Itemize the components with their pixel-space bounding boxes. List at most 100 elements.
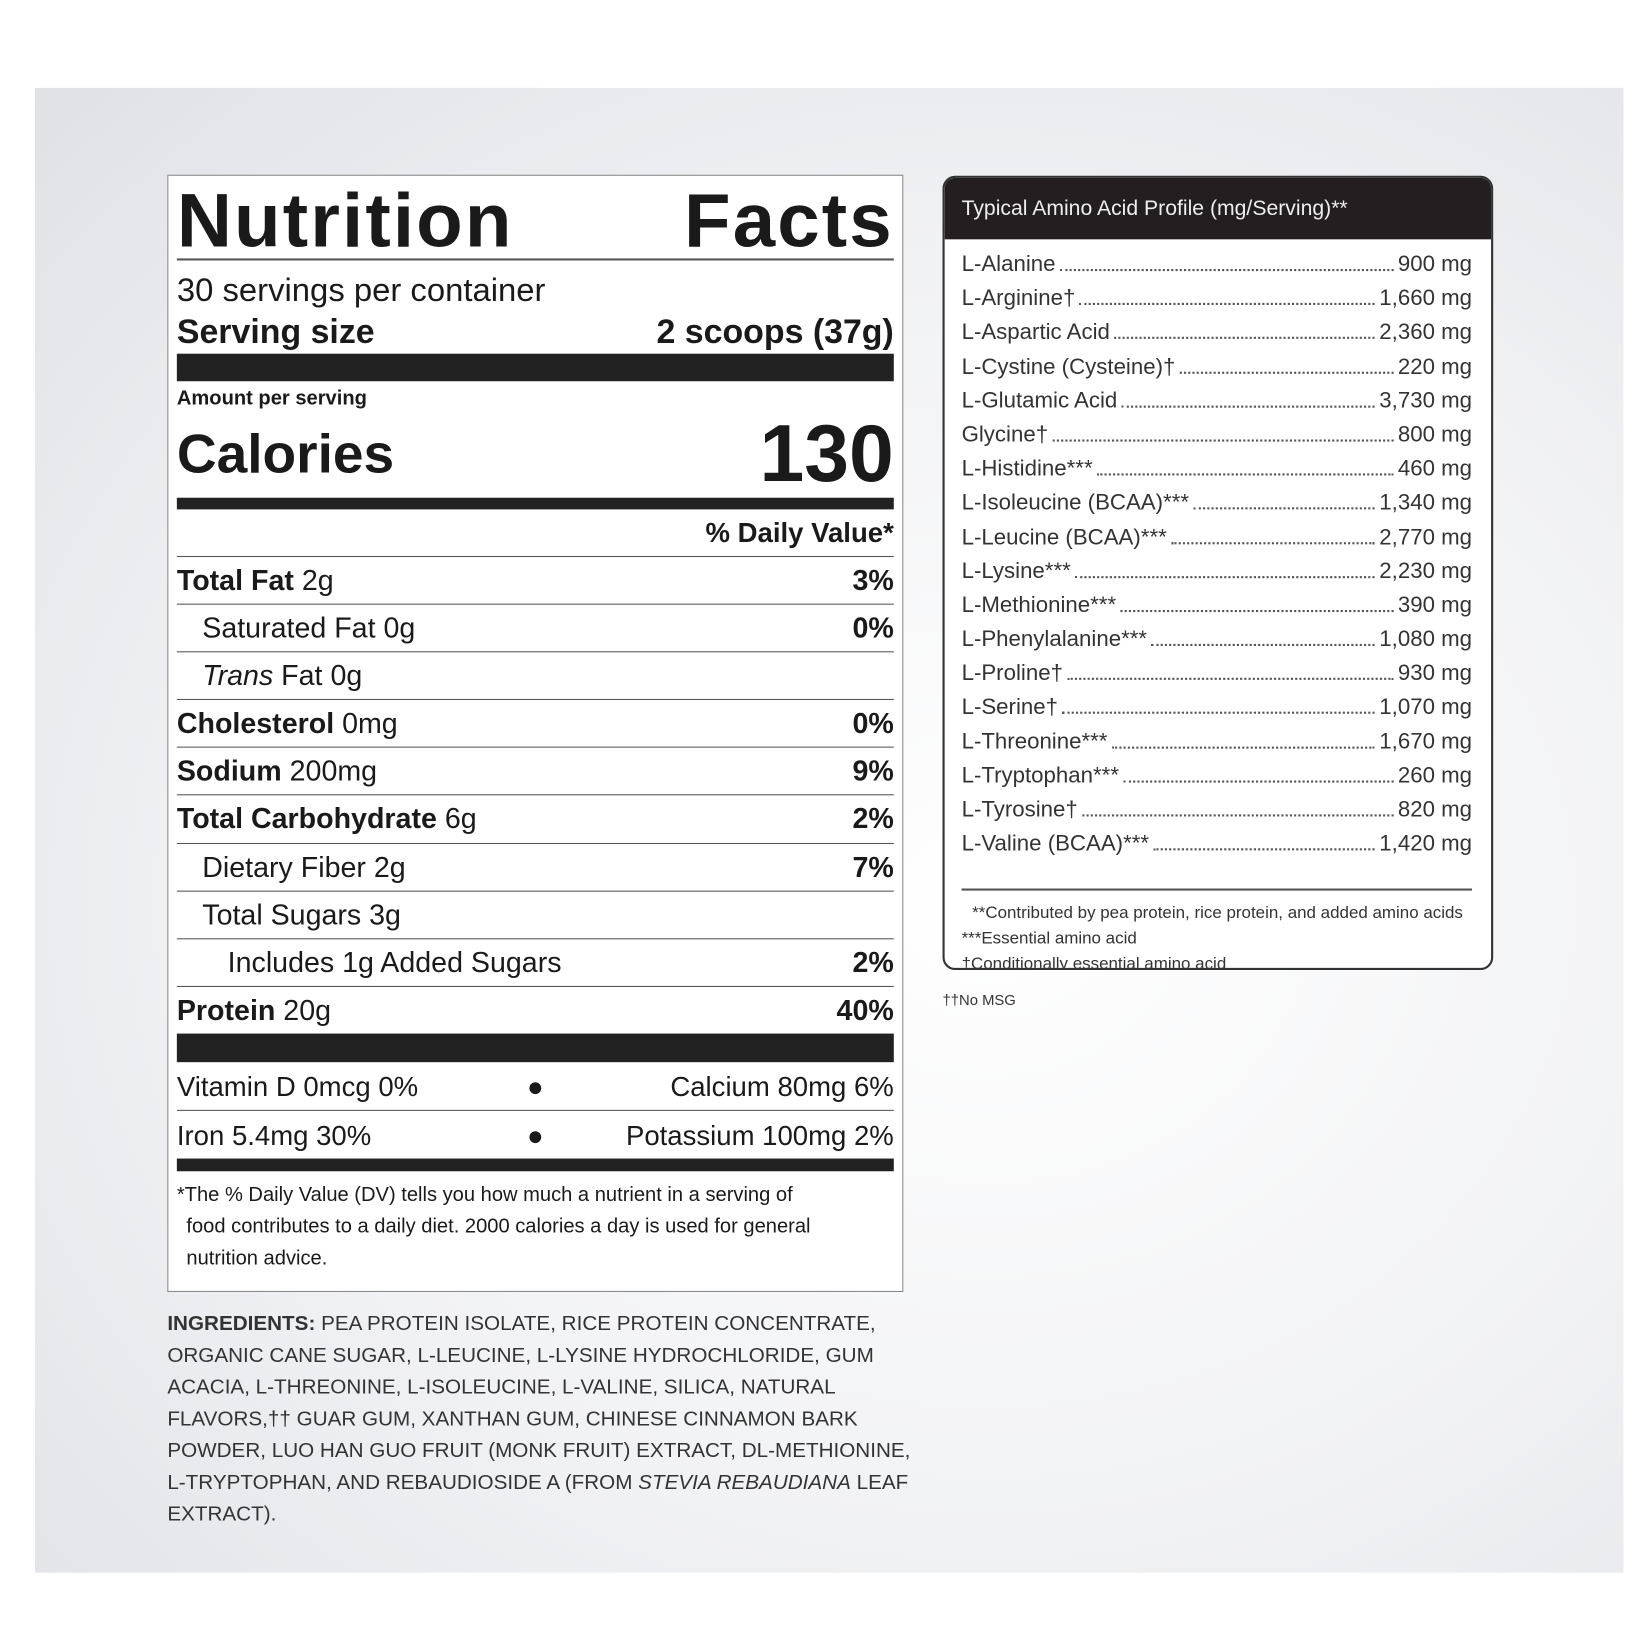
thick-divider	[176, 353, 894, 381]
amino-acid-value: 1,420 mg	[1379, 831, 1473, 856]
nutrient-name: Includes 1g Added Sugars	[227, 946, 562, 979]
nutrient-name: Total Carbohydrate 6g	[176, 803, 477, 835]
nutrient-row: Sodium 200mg 9%	[176, 746, 894, 795]
amino-acid-row: L-Leucine (BCAA)*** 2,770 mg	[962, 525, 1472, 559]
servings-per-container: 30 servings per container	[176, 270, 546, 308]
dot-leader	[1120, 609, 1394, 612]
amino-acid-name: L-Valine (BCAA)***	[961, 831, 1150, 856]
divider	[176, 258, 894, 260]
amino-acid-name: L-Histidine***	[961, 456, 1093, 481]
nutrient-dv: 0%	[852, 707, 894, 740]
amino-acid-name: L-Glutamic Acid	[961, 388, 1118, 413]
amino-acid-row: L-Methionine*** 390 mg	[962, 593, 1472, 627]
amino-acid-row: L-Phenylalanine*** 1,080 mg	[962, 627, 1472, 661]
amino-acid-row: L-Tyrosine† 820 mg	[962, 797, 1472, 831]
amino-acid-name: L-Alanine	[961, 252, 1056, 277]
amino-acid-value: 460 mg	[1397, 456, 1473, 481]
calories-value: 130	[759, 408, 894, 499]
serving-size-value: 2 scoops (37g)	[656, 311, 894, 350]
amino-acid-value: 930 mg	[1397, 661, 1473, 686]
nutrient-name: Total Fat 2g	[176, 563, 334, 596]
dot-leader	[1123, 780, 1394, 783]
ingredients: INGREDIENTS: PEA PROTEIN ISOLATE, RICE P…	[167, 1308, 929, 1530]
nutrient-dv: 3%	[852, 563, 894, 596]
amino-acid-name: L-Isoleucine (BCAA)***	[961, 490, 1190, 516]
nutrition-facts-title: Nutrition Facts	[177, 178, 894, 264]
dot-leader	[1059, 268, 1394, 272]
amino-note: ***Essential amino acid	[961, 929, 1137, 948]
dot-leader	[1171, 541, 1376, 544]
dot-leader	[1111, 746, 1376, 749]
amino-acid-name: L-Leucine (BCAA)***	[961, 524, 1167, 550]
amino-acid-value: 1,660 mg	[1379, 286, 1473, 311]
amino-acid-row: L-Histidine*** 460 mg	[962, 457, 1472, 491]
footnote-line: *The % Daily Value (DV) tells you how mu…	[176, 1184, 793, 1207]
nutrient-dv: 7%	[852, 851, 894, 883]
nutrition-facts-label: Nutrition Facts 30 servings per containe…	[167, 174, 904, 1292]
amino-acid-list: L-Alanine 900 mg L-Arginine† 1,660 mg L-Aspa…	[945, 239, 1491, 865]
amino-acid-name: L-Tyrosine†	[961, 797, 1078, 822]
amino-acid-value: 1,670 mg	[1379, 729, 1473, 754]
calories-label: Calories	[176, 423, 395, 485]
vitamin-right: Calcium 80mg 6%	[670, 1071, 894, 1103]
amino-acid-value: 2,770 mg	[1379, 524, 1473, 550]
amino-acid-row: L-Aspartic Acid 2,360 mg	[962, 320, 1472, 354]
nutrient-dv: 40%	[836, 994, 894, 1027]
amino-note: **Contributed by pea protein, rice prote…	[972, 904, 1463, 923]
amino-acid-value: 1,340 mg	[1379, 490, 1473, 516]
amino-acid-value: 2,230 mg	[1379, 558, 1473, 584]
dot-leader	[1062, 712, 1376, 715]
amino-acid-name: L-Phenylalanine***	[961, 626, 1148, 652]
vitamin-left: Vitamin D 0mcg 0%	[176, 1071, 419, 1103]
dot-leader	[1067, 678, 1394, 681]
vitamin-left: Iron 5.4mg 30%	[176, 1119, 372, 1152]
nutrient-row: Trans Fat 0g	[176, 651, 894, 699]
vitamin-row: Iron 5.4mg 30% ● Potassium 100mg 2%	[176, 1110, 894, 1159]
nutrient-name: Trans Fat 0g	[202, 659, 363, 692]
medium-divider	[176, 1158, 894, 1172]
nutrient-name: Total Sugars 3g	[202, 898, 401, 931]
amino-acid-row: Glycine† 800 mg	[962, 422, 1472, 456]
nutrient-name: Protein 20g	[176, 994, 332, 1027]
amino-acid-row: L-Lysine*** 2,230 mg	[962, 559, 1472, 593]
amino-acid-row: L-Glutamic Acid 3,730 mg	[962, 388, 1472, 422]
amino-acid-name: L-Threonine***	[961, 729, 1108, 754]
nutrient-dv: 9%	[852, 755, 894, 788]
dot-leader	[1082, 814, 1394, 817]
amino-acid-value: 900 mg	[1397, 252, 1473, 277]
amino-acid-row: L-Valine (BCAA)*** 1,420 mg	[962, 832, 1472, 866]
vitamin-row: Vitamin D 0mcg 0% ● Calcium 80mg 6%	[177, 1063, 894, 1111]
dot-leader	[1153, 848, 1376, 851]
amino-acid-value: 3,730 mg	[1379, 388, 1473, 413]
nutrient-dv: 2%	[852, 803, 894, 835]
amino-acid-panel: Typical Amino Acid Profile (mg/Serving)*…	[942, 175, 1494, 971]
amino-acid-value: 1,080 mg	[1379, 626, 1473, 652]
vitamin-right: Potassium 100mg 2%	[625, 1119, 894, 1152]
amount-per-serving: Amount per serving	[176, 387, 367, 410]
amino-acid-title: Typical Amino Acid Profile (mg/Serving)*…	[944, 177, 1492, 240]
bullet-icon: ●	[527, 1119, 544, 1152]
bullet-icon: ●	[527, 1071, 544, 1103]
title-right: Facts	[684, 178, 894, 264]
nutrient-row: Includes 1g Added Sugars 2%	[176, 938, 894, 986]
daily-value-footnote: *The % Daily Value (DV) tells you how mu…	[177, 1172, 894, 1276]
medium-divider	[176, 497, 894, 509]
footnote-line: food contributes to a daily diet. 2000 c…	[186, 1216, 811, 1239]
dot-leader	[1114, 337, 1376, 340]
ingredients-text: LEAF EXTRACT).	[167, 1470, 909, 1527]
dot-leader	[1121, 405, 1376, 408]
amino-acid-value: 220 mg	[1397, 354, 1473, 379]
amino-acid-name: Glycine†	[961, 422, 1049, 447]
amino-acid-row: L-Cystine (Cysteine)† 220 mg	[962, 354, 1472, 388]
amino-acid-row: L-Proline† 930 mg	[962, 661, 1472, 695]
nutrient-dv: 0%	[852, 611, 894, 644]
amino-acid-value: 2,360 mg	[1379, 320, 1473, 345]
serving-size: Serving size 2 scoops (37g)	[177, 309, 894, 351]
nutrient-row: Total Sugars 3g	[176, 890, 894, 938]
ingredients-text: PEA PROTEIN ISOLATE, RICE PROTEIN CONCEN…	[167, 1312, 911, 1495]
amino-acid-row: L-Serine† 1,070 mg	[962, 695, 1472, 729]
amino-acid-name: L-Aspartic Acid	[961, 320, 1110, 345]
amino-acid-row: L-Threonine*** 1,670 mg	[962, 729, 1472, 763]
amino-acid-row: L-Tryptophan*** 260 mg	[962, 763, 1472, 797]
dot-leader	[1193, 507, 1376, 510]
